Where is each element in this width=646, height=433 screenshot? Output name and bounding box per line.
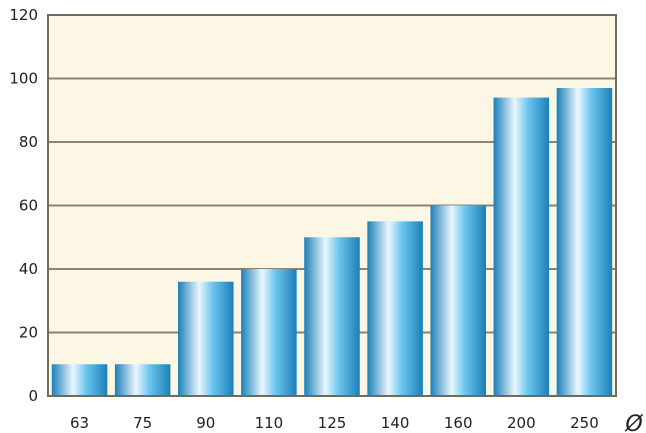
x-tick-label: 110 — [255, 414, 284, 432]
x-tick-label: 63 — [70, 414, 89, 432]
bar-200 — [493, 97, 550, 397]
x-tick-label: 200 — [507, 414, 536, 432]
bar-250 — [556, 88, 613, 397]
x-tick-label: 140 — [381, 414, 410, 432]
y-tick-label: 20 — [19, 324, 38, 342]
y-tick-label: 0 — [28, 387, 38, 405]
bar-90 — [178, 281, 234, 396]
y-tick-label: 80 — [19, 133, 38, 151]
bar-75 — [114, 364, 171, 396]
bar-125 — [304, 237, 360, 396]
bar-110 — [241, 269, 297, 396]
x-tick-label: 90 — [196, 414, 215, 432]
x-tick-label: 75 — [133, 414, 152, 432]
plot-frame — [47, 14, 617, 397]
bar-63 — [51, 364, 108, 396]
y-tick-label: 40 — [19, 260, 38, 278]
x-tick-label: 250 — [570, 414, 599, 432]
bars — [51, 88, 613, 397]
x-axis-label: Ø — [624, 412, 643, 433]
bar-140 — [367, 221, 423, 396]
y-tick-label: 120 — [9, 6, 38, 24]
x-axis-ticks: 63 75 90 110 125 140 160 200 250 — [70, 414, 599, 432]
x-tick-label: 125 — [318, 414, 347, 432]
y-tick-label: 100 — [9, 70, 38, 88]
y-tick-label: 60 — [19, 197, 38, 215]
bar-160 — [430, 205, 486, 396]
x-tick-label: 160 — [444, 414, 473, 432]
y-axis-ticks: 0 20 40 60 80 100 120 — [9, 6, 38, 405]
